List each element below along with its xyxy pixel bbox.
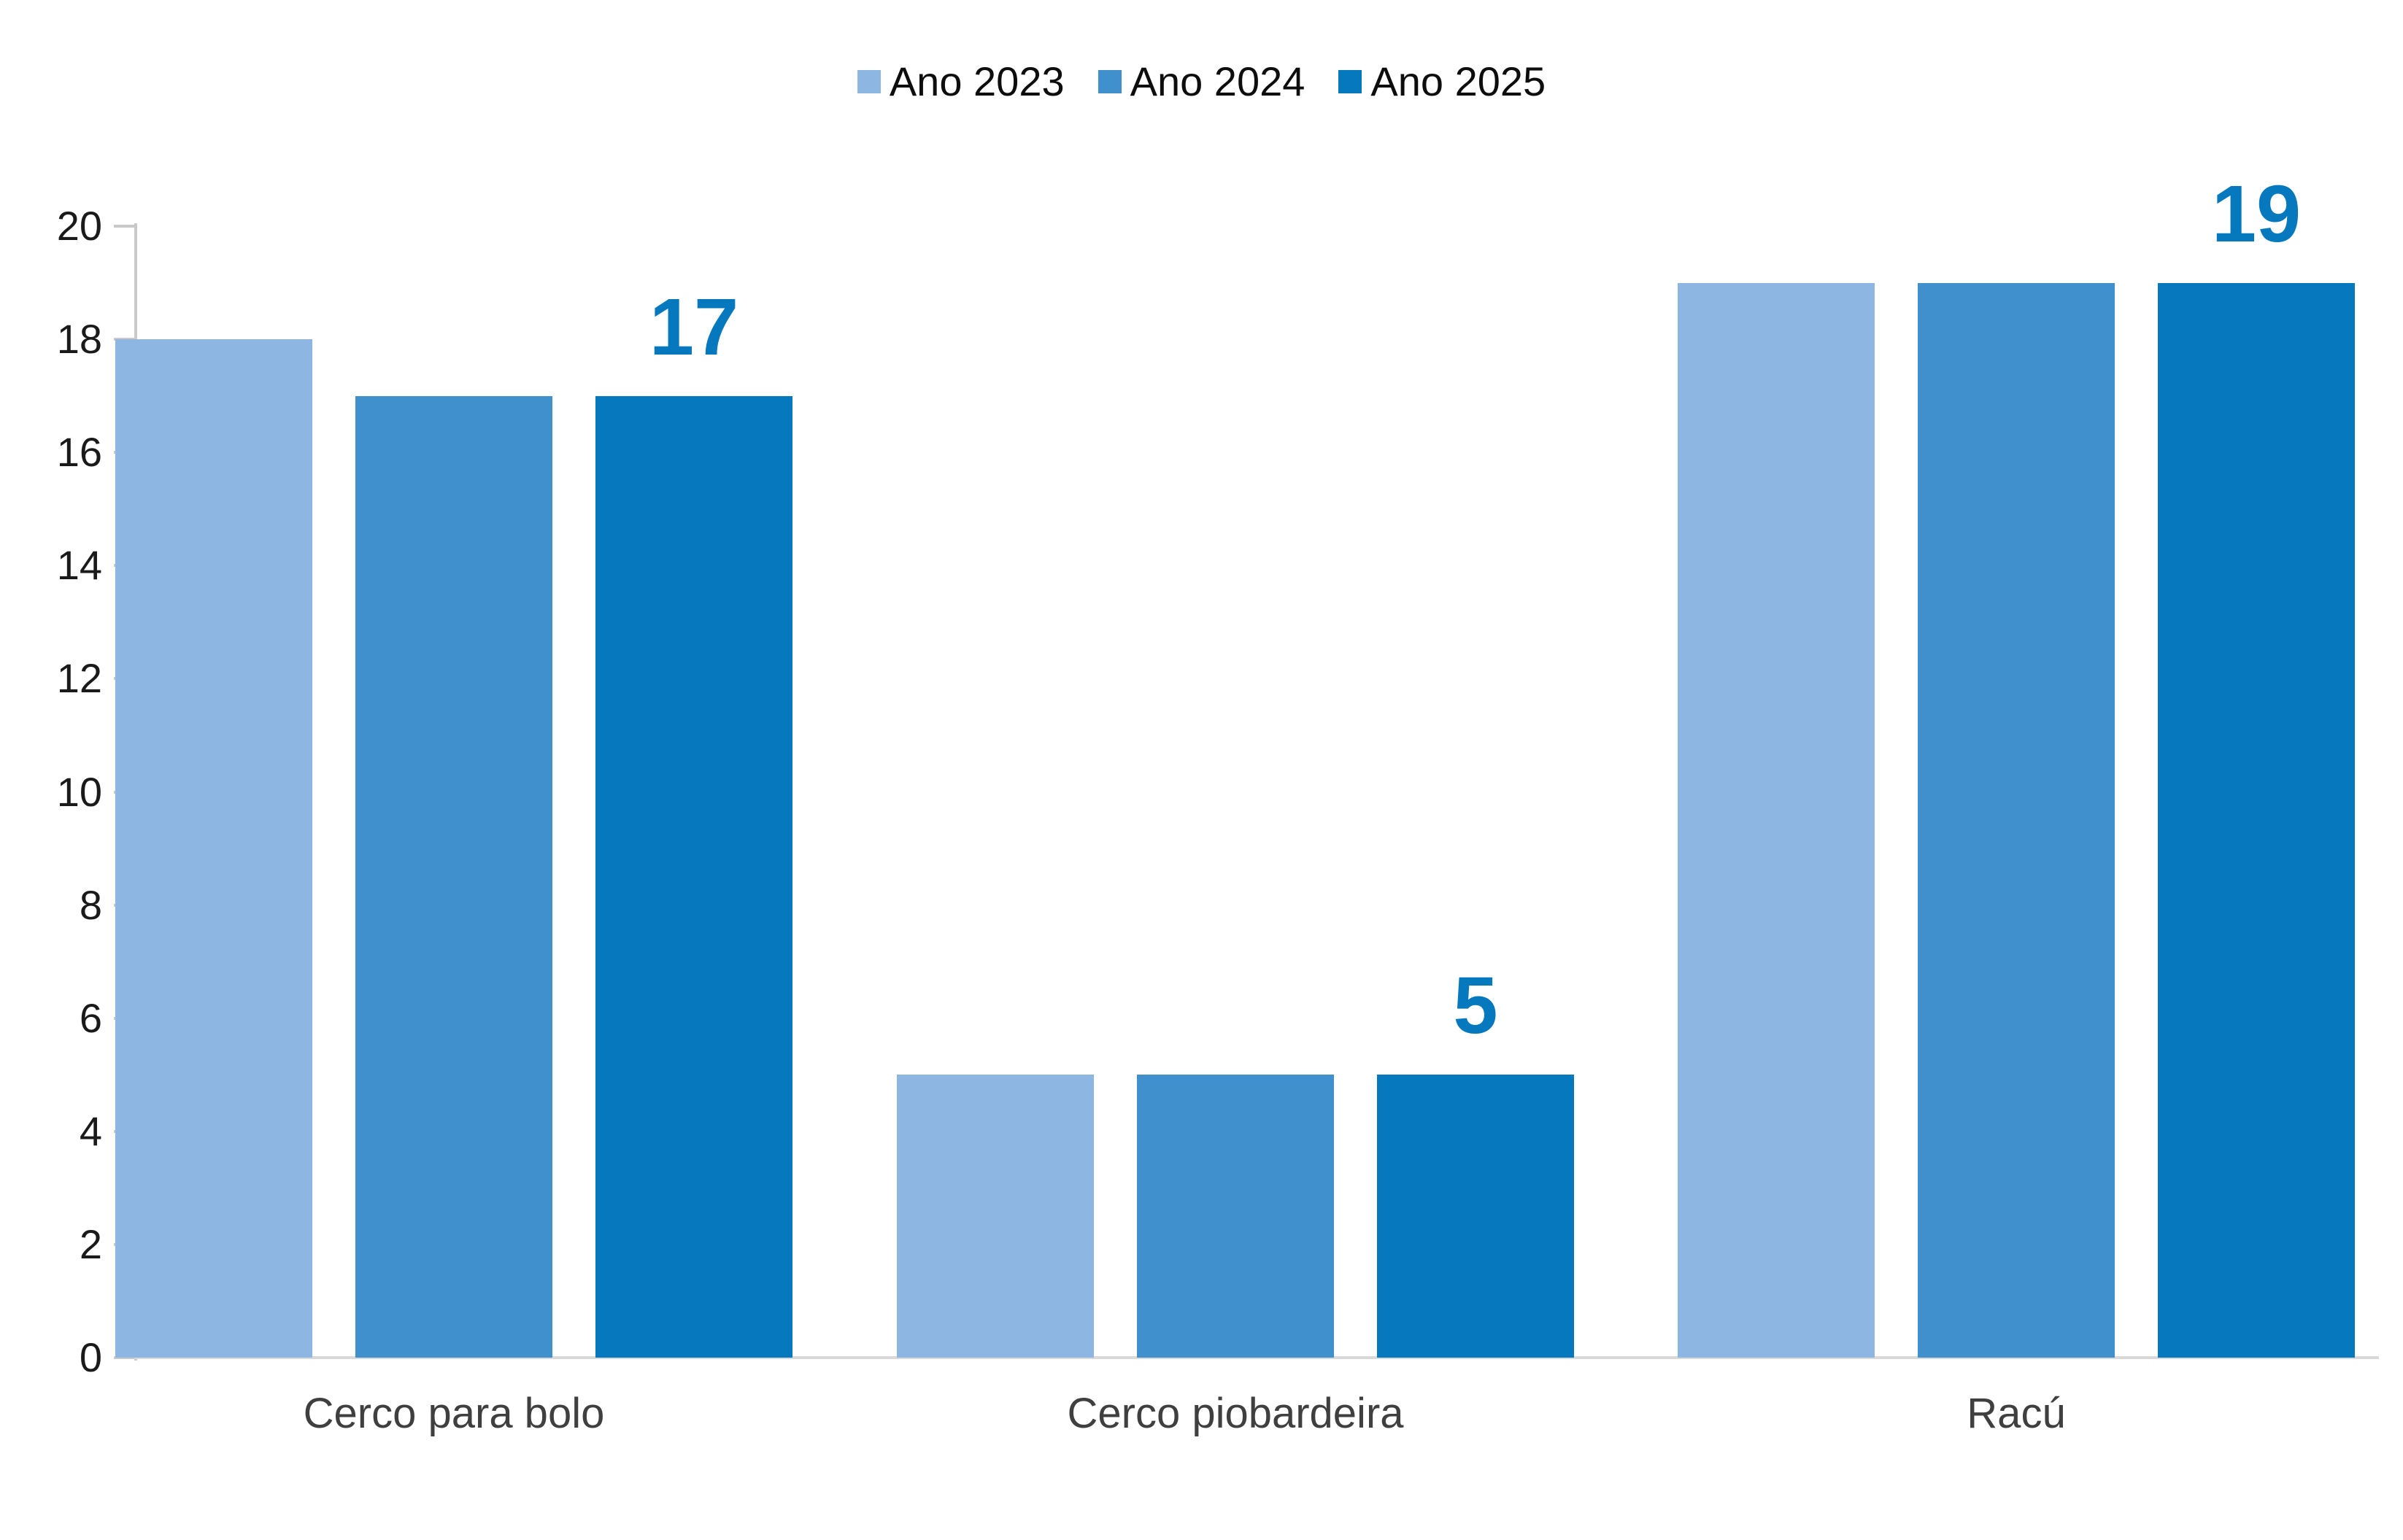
chart-legend: Ano 2023 Ano 2024 Ano 2025: [0, 58, 2403, 105]
bar-ano-2025-cerco-piobardeira: [1377, 1075, 1574, 1358]
y-tick-label-12: 12: [56, 655, 102, 701]
bar-ano-2023-cerco-piobardeira: [897, 1075, 1094, 1358]
y-tick-label-20: 20: [56, 203, 102, 249]
legend-swatch-ano-2023-icon: [857, 70, 881, 93]
x-axis-baseline: [134, 1356, 2379, 1359]
data-label-racu: 19: [2211, 169, 2302, 259]
legend-label-ano-2023: Ano 2023: [889, 58, 1065, 104]
category-label-cerco-para-bolo: Cerco para bolo: [303, 1390, 605, 1437]
legend-item-ano-2023: Ano 2023: [857, 58, 1065, 105]
y-tick-label-4: 4: [79, 1108, 102, 1154]
y-tick-label-10: 10: [56, 769, 102, 815]
bar-ano-2023-racu: [1678, 283, 1875, 1358]
y-tick-label-8: 8: [79, 882, 102, 928]
category-label-cerco-piobardeira: Cerco piobardeira: [1067, 1390, 1404, 1437]
y-tick-label-0: 0: [79, 1334, 102, 1380]
y-tick-0: [114, 1356, 134, 1359]
bar-ano-2023-cerco-para-bolo: [115, 339, 312, 1358]
legend-item-ano-2024: Ano 2024: [1098, 58, 1305, 105]
legend-label-ano-2025: Ano 2025: [1370, 58, 1546, 104]
bar-ano-2025-cerco-para-bolo: [595, 396, 792, 1358]
y-tick-label-2: 2: [79, 1221, 102, 1267]
legend-swatch-ano-2025-icon: [1338, 70, 1362, 93]
bar-ano-2024-cerco-para-bolo: [355, 396, 552, 1358]
y-tick-label-14: 14: [56, 542, 102, 588]
category-label-racu: Racú: [1967, 1390, 2066, 1437]
bar-ano-2025-racu: [2158, 283, 2355, 1358]
legend-label-ano-2024: Ano 2024: [1130, 58, 1305, 104]
bar-ano-2024-racu: [1918, 283, 2115, 1358]
data-label-cerco-piobardeira: 5: [1453, 961, 1498, 1050]
data-label-cerco-para-bolo: 17: [649, 282, 739, 372]
legend-item-ano-2025: Ano 2025: [1338, 58, 1546, 105]
y-tick-label-6: 6: [79, 995, 102, 1041]
bar-ano-2024-cerco-piobardeira: [1137, 1075, 1334, 1358]
y-tick-label-16: 16: [56, 429, 102, 475]
y-tick-label-18: 18: [56, 316, 102, 362]
legend-swatch-ano-2024-icon: [1098, 70, 1122, 93]
y-tick-20: [114, 225, 134, 228]
